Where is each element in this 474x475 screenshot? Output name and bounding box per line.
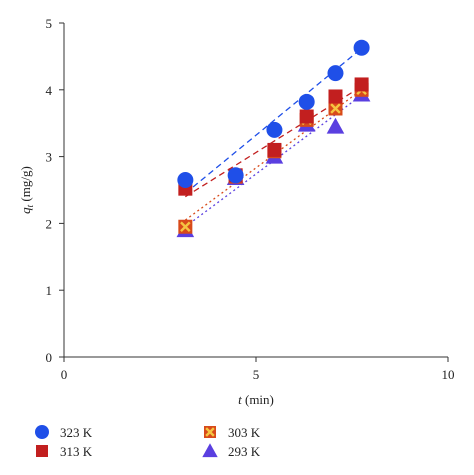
x-tick-label: 10 [442, 367, 455, 382]
legend-marker [204, 426, 216, 438]
y-tick-label: 5 [46, 16, 53, 31]
legend-label: 313 K [60, 444, 93, 459]
data-point [177, 171, 194, 188]
marker-cross [330, 103, 341, 114]
y-axis-title-sub: t [25, 204, 35, 207]
axes [63, 23, 448, 358]
y-tick-label: 3 [46, 150, 53, 165]
legend-label: 323 K [60, 425, 93, 440]
legend-marker [202, 443, 218, 458]
y-tick-label: 2 [46, 216, 53, 231]
legend: 323 K 313 K 303 K 293 K [35, 425, 261, 459]
data-point [328, 101, 343, 116]
y-axis-title-var: q [18, 207, 33, 214]
series-0-points [177, 39, 370, 188]
legend-label: 303 K [228, 425, 261, 440]
y-axis-title-unit: (mg/g) [18, 166, 33, 205]
x-tick-label: 0 [61, 367, 68, 382]
data-point [353, 39, 370, 56]
x-axis-title-var: t [238, 392, 242, 407]
ticks: 0 5 10 0 1 2 3 4 5 [46, 16, 455, 382]
legend-marker [35, 425, 49, 439]
y-tick-label: 0 [46, 350, 53, 365]
data-point [266, 121, 283, 138]
y-tick-label: 1 [46, 283, 53, 298]
fit-line-series-3 [184, 94, 362, 228]
data-points [176, 39, 371, 238]
legend-marker [36, 445, 48, 457]
legend-item: 293 K [202, 443, 261, 459]
data-point [328, 89, 343, 104]
marker-cross [180, 221, 191, 232]
x-axis-title: t (min) [238, 392, 274, 407]
y-axis-title: qt (mg/g) [18, 166, 35, 214]
fit-line-series-2 [184, 89, 362, 221]
data-point [227, 167, 244, 184]
legend-label: 293 K [228, 444, 261, 459]
y-tick-label: 4 [46, 83, 53, 98]
data-point [298, 93, 315, 110]
data-point [178, 219, 193, 234]
data-point [327, 65, 344, 82]
marker-cross [205, 427, 215, 437]
data-point [326, 117, 345, 134]
data-point [354, 77, 369, 92]
data-point [299, 109, 314, 124]
legend-item: 303 K [204, 425, 261, 440]
x-tick-label: 5 [253, 367, 260, 382]
x-axis-title-unit: (min) [242, 392, 274, 407]
legend-item: 323 K [35, 425, 93, 440]
legend-item: 313 K [36, 444, 93, 459]
data-point [267, 142, 282, 157]
